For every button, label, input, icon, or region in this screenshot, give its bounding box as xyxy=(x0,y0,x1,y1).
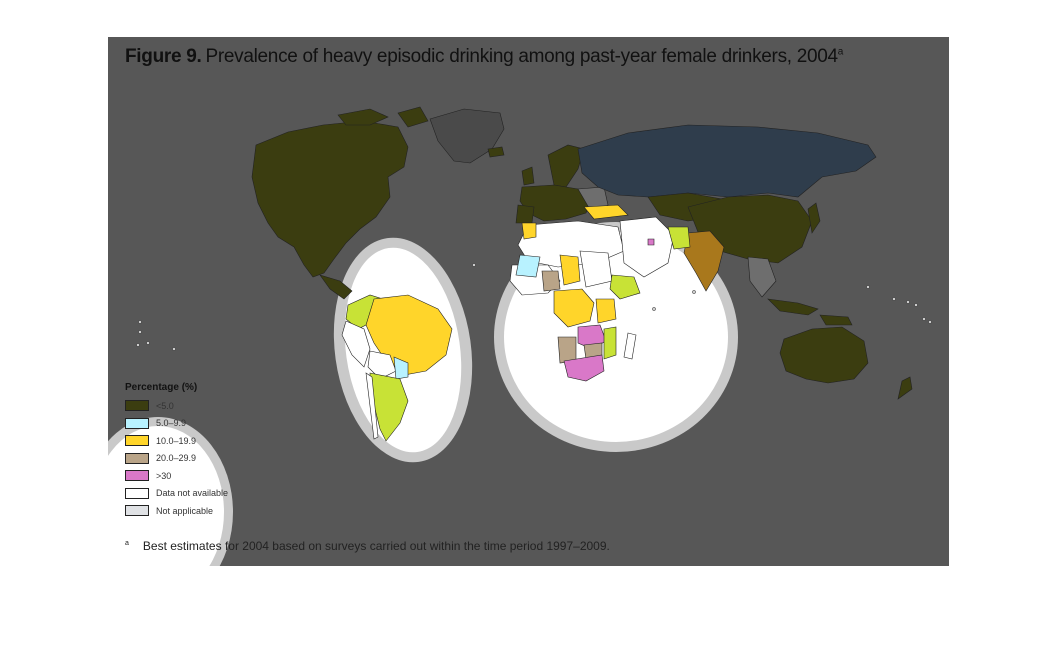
gulf-red xyxy=(647,238,655,246)
arctic-islands xyxy=(337,106,429,128)
legend-label: Data not available xyxy=(156,488,229,499)
legend-item-not-available: Data not available xyxy=(125,485,228,503)
legend-swatch xyxy=(125,400,149,412)
legend-swatch xyxy=(125,452,149,464)
iberia xyxy=(515,204,535,224)
legend-swatch xyxy=(125,487,149,499)
south-africa xyxy=(563,354,605,382)
figure-label: Figure 9. xyxy=(125,46,202,67)
footnote: a Best estimates for 2004 based on survey… xyxy=(125,539,610,553)
chile-strip xyxy=(365,372,379,440)
legend-item-not-applicable: Not applicable xyxy=(125,502,228,520)
map-legend: Percentage (%) <5.0 5.0–9.9 10.0–19.9 20… xyxy=(125,382,228,520)
madagascar xyxy=(623,332,637,360)
southeast-asia xyxy=(747,256,777,298)
legend-label: 10.0–19.9 xyxy=(156,435,197,446)
new-zealand xyxy=(897,376,913,400)
uk xyxy=(521,166,535,186)
iran-pakistan xyxy=(667,226,691,250)
mozambique xyxy=(603,326,617,360)
legend-item-gt30: >30 xyxy=(125,467,228,485)
japan xyxy=(807,202,821,234)
title-text: Prevalence of heavy episodic drinking am… xyxy=(205,46,838,67)
namibia xyxy=(557,336,577,364)
legend-swatch xyxy=(125,505,149,517)
europe xyxy=(487,144,609,224)
ethiopia xyxy=(609,274,641,300)
footnote-marker: a xyxy=(125,540,129,547)
africa-middle-east xyxy=(509,204,675,382)
legend-swatch xyxy=(125,417,149,429)
iceland xyxy=(487,146,505,158)
title-note-marker: a xyxy=(837,46,844,58)
central-america xyxy=(319,274,353,300)
north-america xyxy=(251,120,409,278)
legend-item-lt5: <5.0 xyxy=(125,397,228,415)
world-map xyxy=(108,106,932,566)
russia xyxy=(577,124,877,198)
australia xyxy=(779,326,869,384)
legend-swatch xyxy=(125,470,149,482)
legend-label: Not applicable xyxy=(156,505,214,516)
legend-swatch xyxy=(125,435,149,447)
paraguay xyxy=(393,356,409,380)
mali xyxy=(515,254,541,278)
niger-chad xyxy=(559,254,581,286)
nigeria xyxy=(541,270,561,292)
morocco xyxy=(521,222,537,240)
india xyxy=(683,230,725,292)
south-america xyxy=(341,294,453,442)
footnote-text: Best estimates for 2004 based on surveys… xyxy=(142,539,610,553)
legend-title: Percentage (%) xyxy=(125,382,198,393)
legend-item-5-10: 5.0–9.9 xyxy=(125,415,228,433)
bolivia xyxy=(367,350,397,380)
central-africa xyxy=(553,288,595,328)
pacific-islands xyxy=(136,263,932,351)
indonesia xyxy=(767,298,853,326)
tanzania xyxy=(595,298,617,324)
figure-title: Figure 9. Prevalence of heavy episodic dr… xyxy=(125,46,843,68)
peru xyxy=(341,320,371,368)
middle-east xyxy=(619,216,675,278)
turkey xyxy=(583,204,629,220)
legend-label: 20.0–29.9 xyxy=(156,453,197,464)
legend-label: 5.0–9.9 xyxy=(156,418,187,429)
legend-item-20-30: 20.0–29.9 xyxy=(125,450,228,468)
sudan xyxy=(579,250,613,288)
legend-label: >30 xyxy=(156,470,172,481)
map-figure: Figure 9. Prevalence of heavy episodic dr… xyxy=(108,37,949,566)
legend-item-10-20: 10.0–19.9 xyxy=(125,432,228,450)
legend-label: <5.0 xyxy=(156,400,174,411)
